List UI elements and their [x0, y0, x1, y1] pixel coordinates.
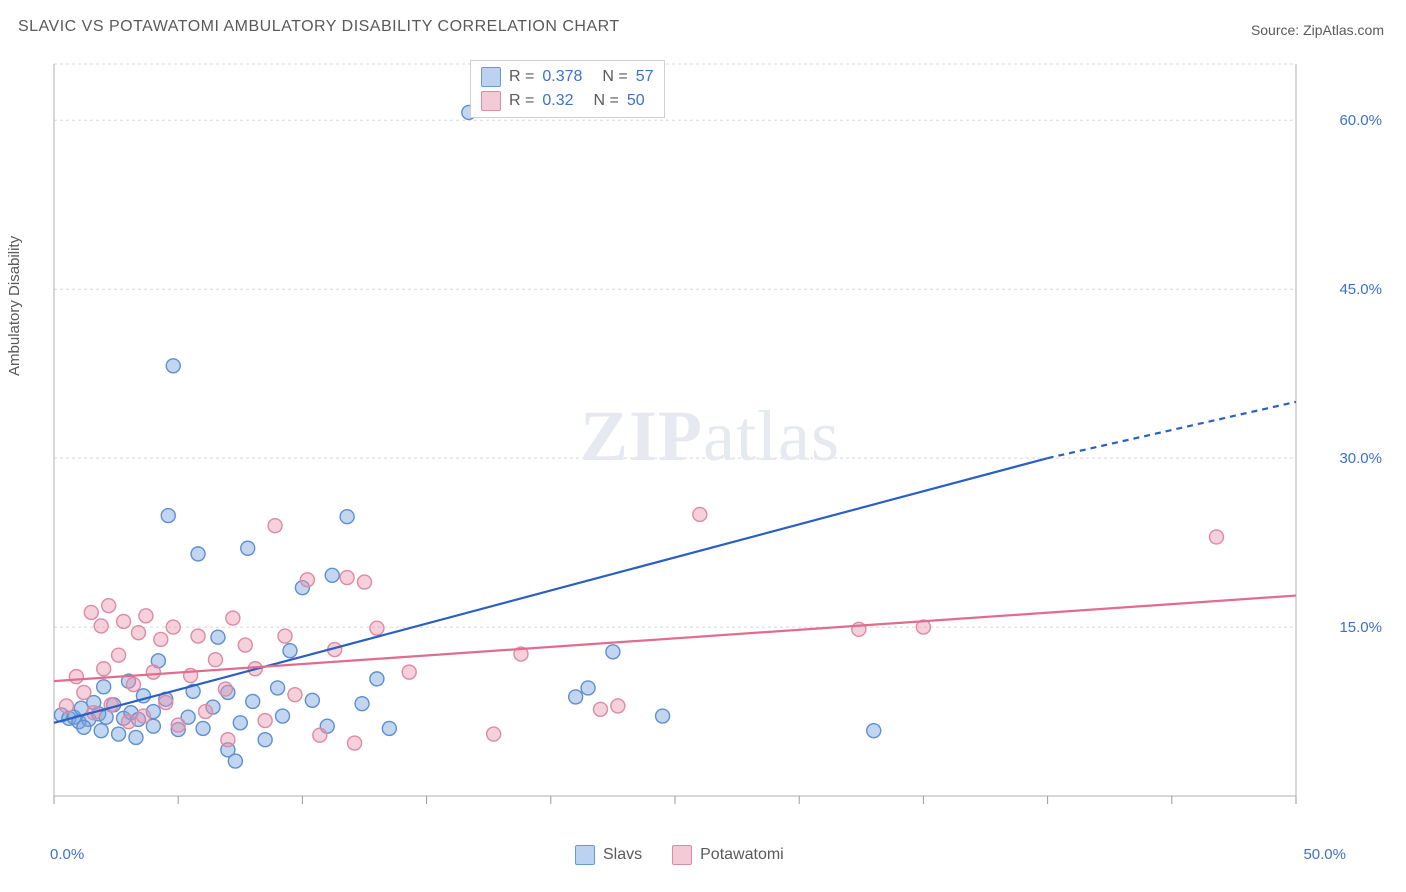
r-value-slavs: 0.378 — [542, 68, 582, 86]
legend-item-potawatomi: Potawatomi — [672, 845, 784, 865]
swatch-blue-icon — [481, 67, 501, 87]
n-value-slavs: 57 — [636, 68, 654, 86]
series-legend: Slavs Potawatomi — [575, 845, 784, 865]
n-label: N = — [593, 92, 618, 110]
r-label: R = — [509, 68, 534, 86]
n-value-potawatomi: 50 — [627, 92, 645, 110]
watermark-zip: ZIP — [580, 396, 703, 476]
r-label: R = — [509, 92, 534, 110]
source-prefix: Source: — [1251, 22, 1303, 38]
y-tick-label: 30.0% — [1339, 450, 1382, 467]
chart-title: SLAVIC VS POTAWATOMI AMBULATORY DISABILI… — [18, 18, 620, 36]
legend-row-slavs: R = 0.378 N = 57 — [481, 65, 654, 89]
y-tick-label: 60.0% — [1339, 112, 1382, 129]
swatch-pink-icon — [672, 845, 692, 865]
n-label: N = — [602, 68, 627, 86]
x-axis-min-label: 0.0% — [50, 846, 84, 863]
y-axis-label: Ambulatory Disability — [6, 236, 23, 376]
legend-row-potawatomi: R = 0.32 N = 50 — [481, 89, 654, 113]
watermark-atlas: atlas — [703, 396, 840, 476]
legend-item-slavs: Slavs — [575, 845, 642, 865]
y-tick-label: 45.0% — [1339, 281, 1382, 298]
swatch-blue-icon — [575, 845, 595, 865]
source-link[interactable]: ZipAtlas.com — [1303, 22, 1384, 38]
r-value-potawatomi: 0.32 — [542, 92, 573, 110]
x-axis-max-label: 50.0% — [1303, 846, 1346, 863]
source-attribution: Source: ZipAtlas.com — [1251, 22, 1384, 38]
legend-label-slavs: Slavs — [603, 846, 642, 864]
y-tick-label: 15.0% — [1339, 619, 1382, 636]
swatch-pink-icon — [481, 91, 501, 111]
correlation-legend: R = 0.378 N = 57 R = 0.32 N = 50 — [470, 60, 665, 118]
legend-label-potawatomi: Potawatomi — [700, 846, 784, 864]
watermark: ZIPatlas — [580, 395, 840, 478]
